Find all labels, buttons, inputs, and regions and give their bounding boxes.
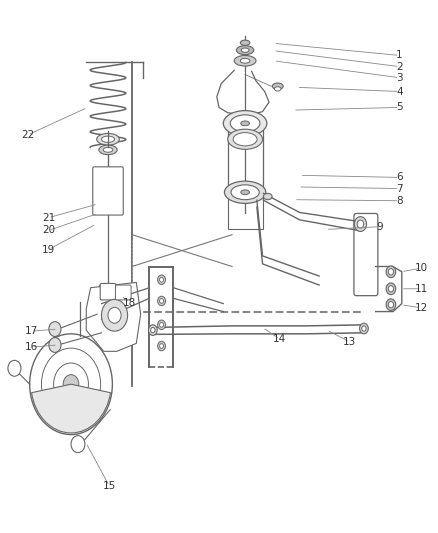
Text: 2: 2: [396, 62, 403, 71]
Ellipse shape: [389, 286, 393, 292]
Circle shape: [8, 360, 21, 376]
Ellipse shape: [158, 320, 166, 329]
Text: 5: 5: [396, 102, 403, 112]
FancyBboxPatch shape: [93, 167, 123, 215]
Text: 7: 7: [396, 183, 403, 193]
Polygon shape: [86, 282, 141, 351]
Ellipse shape: [354, 216, 367, 231]
Ellipse shape: [386, 283, 396, 295]
Ellipse shape: [241, 48, 249, 52]
Ellipse shape: [389, 269, 393, 275]
Ellipse shape: [159, 322, 163, 327]
Ellipse shape: [233, 133, 257, 146]
Ellipse shape: [103, 148, 113, 152]
Ellipse shape: [231, 185, 259, 200]
Wedge shape: [32, 384, 110, 433]
Ellipse shape: [159, 277, 163, 282]
Text: 11: 11: [415, 284, 428, 294]
Ellipse shape: [240, 40, 250, 45]
Text: 3: 3: [396, 72, 403, 83]
Circle shape: [49, 337, 61, 352]
Circle shape: [49, 321, 61, 336]
Ellipse shape: [148, 325, 157, 335]
Ellipse shape: [228, 129, 262, 149]
Ellipse shape: [237, 46, 254, 55]
Text: 10: 10: [415, 263, 428, 273]
Ellipse shape: [97, 133, 119, 145]
Text: 19: 19: [42, 245, 55, 255]
Circle shape: [102, 300, 127, 331]
Ellipse shape: [151, 327, 155, 333]
Text: 1: 1: [396, 51, 403, 60]
Ellipse shape: [275, 87, 281, 91]
FancyBboxPatch shape: [116, 285, 131, 300]
Ellipse shape: [360, 323, 368, 334]
Text: 14: 14: [273, 334, 286, 344]
Text: 13: 13: [343, 337, 356, 347]
Ellipse shape: [241, 190, 250, 195]
FancyBboxPatch shape: [100, 284, 116, 300]
Ellipse shape: [362, 326, 366, 331]
Ellipse shape: [159, 344, 163, 349]
Ellipse shape: [159, 298, 163, 303]
Ellipse shape: [158, 275, 166, 285]
Text: 6: 6: [396, 172, 403, 182]
Text: 15: 15: [102, 481, 116, 491]
Ellipse shape: [272, 83, 283, 90]
Ellipse shape: [357, 220, 364, 228]
Ellipse shape: [158, 341, 166, 351]
Text: 22: 22: [21, 130, 34, 140]
Text: 17: 17: [25, 326, 38, 336]
Circle shape: [63, 375, 79, 394]
Ellipse shape: [240, 59, 250, 63]
Text: 21: 21: [42, 213, 55, 223]
Text: 9: 9: [377, 222, 383, 232]
Text: 16: 16: [25, 342, 38, 352]
Text: 8: 8: [396, 196, 403, 206]
Circle shape: [108, 308, 121, 323]
Ellipse shape: [102, 136, 115, 142]
Text: 12: 12: [415, 303, 428, 313]
FancyBboxPatch shape: [354, 214, 378, 296]
Ellipse shape: [386, 266, 396, 278]
Circle shape: [30, 334, 113, 434]
Ellipse shape: [99, 145, 117, 155]
Ellipse shape: [263, 193, 272, 200]
Ellipse shape: [386, 299, 396, 311]
Ellipse shape: [158, 296, 166, 306]
Text: 18: 18: [123, 297, 136, 308]
Circle shape: [71, 435, 85, 453]
Ellipse shape: [241, 121, 250, 126]
Ellipse shape: [230, 115, 260, 132]
FancyBboxPatch shape: [228, 192, 262, 229]
Ellipse shape: [223, 111, 267, 136]
Ellipse shape: [224, 181, 266, 204]
Ellipse shape: [234, 55, 256, 66]
Text: 4: 4: [396, 86, 403, 96]
Ellipse shape: [389, 302, 393, 308]
Text: 20: 20: [42, 225, 55, 236]
